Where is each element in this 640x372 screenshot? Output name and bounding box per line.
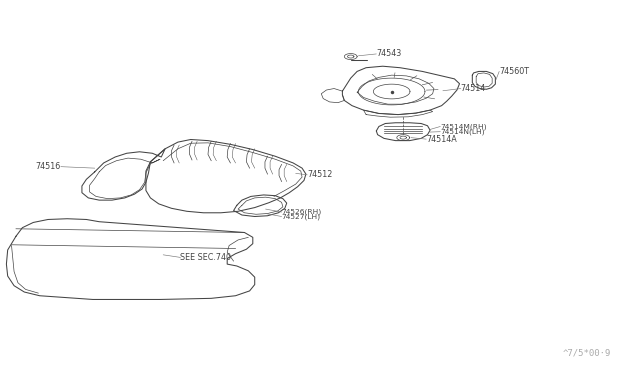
Text: 74514N(LH): 74514N(LH) [440,128,485,135]
Text: ^7/5*00·9: ^7/5*00·9 [563,349,611,358]
Text: 74543: 74543 [376,49,401,58]
Text: 74512: 74512 [307,170,333,179]
Text: 74527(LH): 74527(LH) [282,213,321,220]
Text: 74514: 74514 [461,84,486,93]
Text: 74560T: 74560T [499,67,529,76]
Text: 74516: 74516 [36,162,61,171]
Text: 74526(RH): 74526(RH) [282,209,322,215]
Text: SEE SEC.740: SEE SEC.740 [180,253,232,262]
Text: 74514A: 74514A [426,135,457,144]
Text: 74514M(RH): 74514M(RH) [440,123,487,130]
